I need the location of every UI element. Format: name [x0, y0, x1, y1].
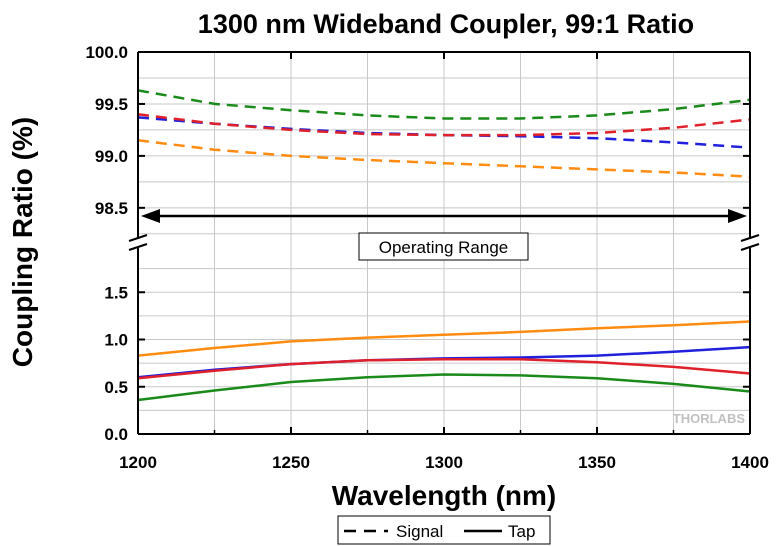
y-tick-label: 1.5 [104, 283, 128, 302]
axis-break-mark [128, 234, 148, 242]
x-tick-label: 1250 [272, 453, 310, 472]
y-tick-label: 100.0 [85, 43, 128, 62]
x-tick-label: 1350 [578, 453, 616, 472]
y-tick-label: 99.0 [95, 147, 128, 166]
signal-series-line [137, 89, 751, 120]
y-axis-title: Coupling Ratio (%) [7, 117, 38, 367]
x-tick-label: 1200 [119, 453, 157, 472]
y-tick-label: 0.0 [104, 425, 128, 444]
axis-break-mark [128, 243, 148, 251]
operating-range-label: Operating Range [379, 238, 508, 257]
axis-break-mark [740, 234, 760, 242]
watermark: THORLABS [673, 411, 746, 426]
y-tick-label: 99.5 [95, 95, 128, 114]
operating-range-label-box [358, 232, 529, 261]
tap-series-line [137, 373, 751, 402]
y-tick-label: 1.0 [104, 331, 128, 350]
x-tick-label: 1400 [731, 453, 769, 472]
plot-area: THORLABS Operating Range 1200 1250 1300 1350 1… [85, 43, 768, 472]
y-tick-label: 98.5 [95, 199, 128, 218]
axis-break-mark [740, 243, 760, 251]
y-tick-label: 0.5 [104, 378, 128, 397]
operating-range-arrow-head-right [728, 209, 747, 223]
tap-series-line [137, 358, 751, 380]
signal-series-line [137, 113, 751, 137]
x-axis-title: Wavelength (nm) [332, 480, 557, 511]
chart-title: 1300 nm Wideband Coupler, 99:1 Ratio [198, 9, 694, 39]
signal-series-line [137, 139, 751, 178]
legend-signal-label: Signal [396, 522, 443, 541]
tap-series-line [137, 320, 751, 357]
legend: Signal Tap [337, 515, 551, 545]
x-tick-label: 1300 [425, 453, 463, 472]
operating-range-arrow-head-left [141, 209, 160, 223]
legend-tap-label: Tap [508, 522, 535, 541]
